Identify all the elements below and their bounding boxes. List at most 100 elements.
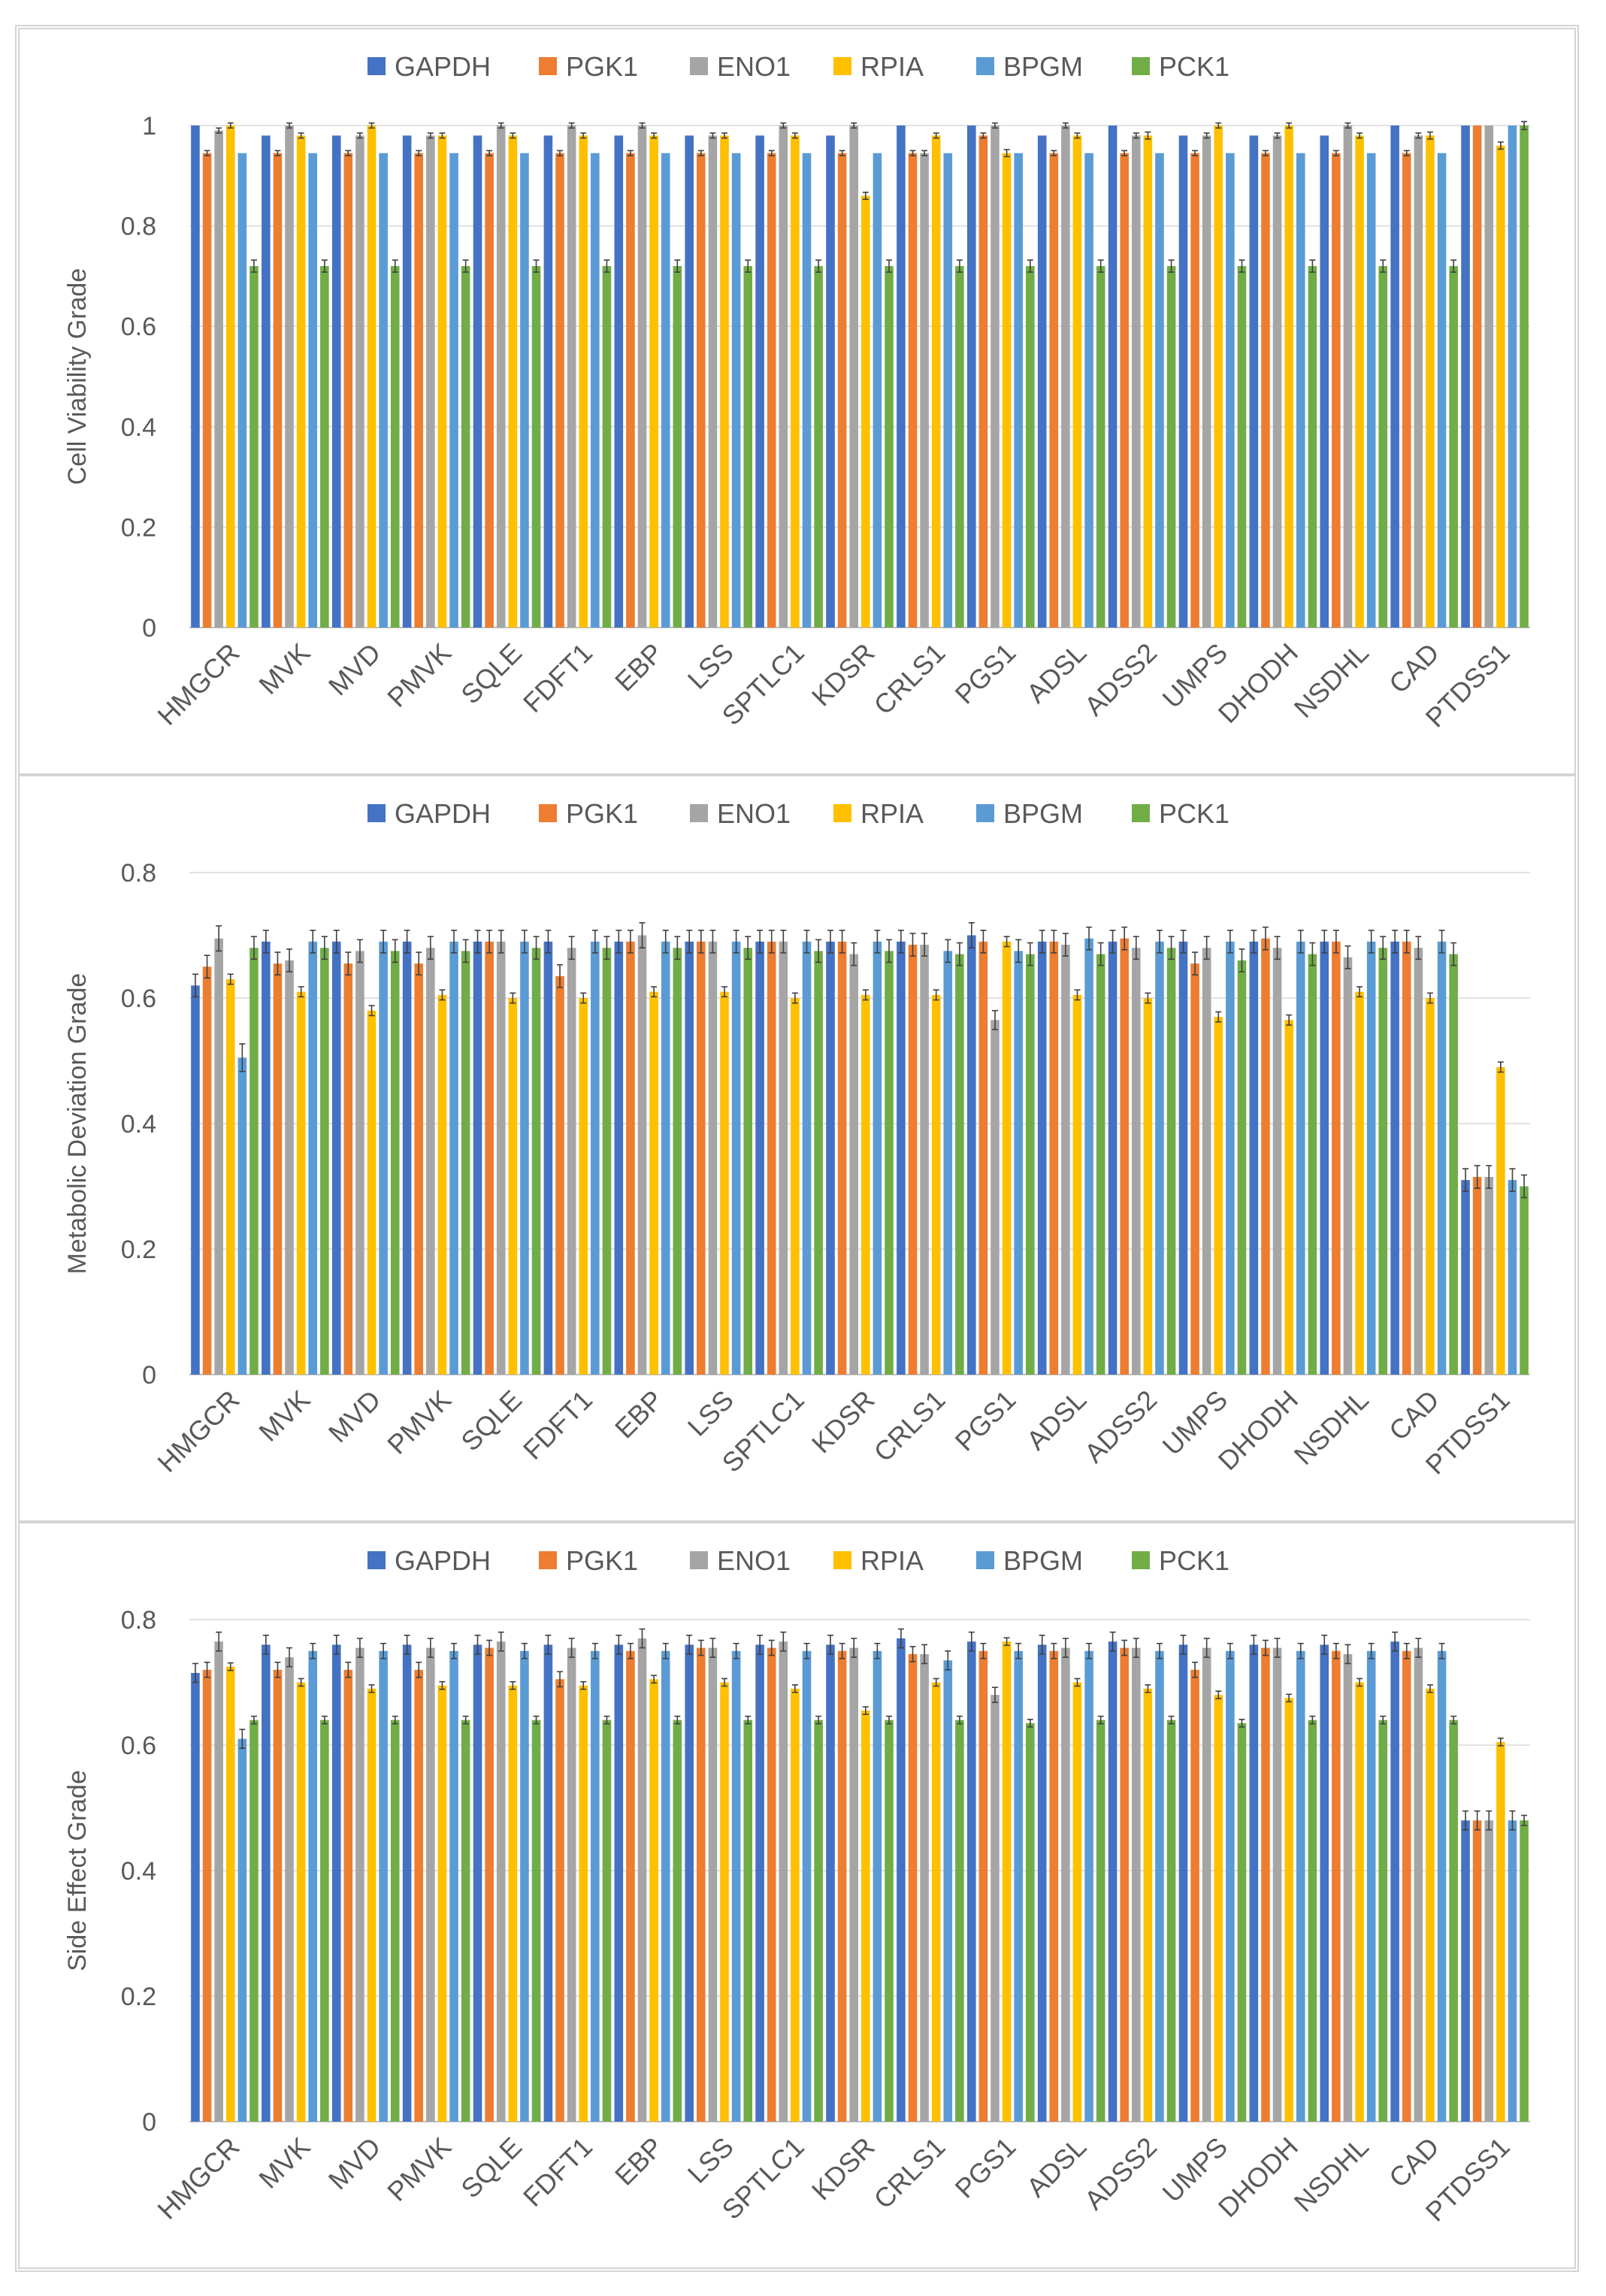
bar-eno1-mvk: [285, 1657, 294, 2122]
legend-label: PCK1: [1159, 1545, 1229, 1576]
bar-pgk1-sptlc1: [767, 941, 776, 1375]
bar-pck1-lss: [743, 266, 753, 628]
bar-rpia-kdsr: [861, 195, 870, 628]
error-bar: [956, 1715, 963, 1725]
bar-pck1-adss2: [1166, 1720, 1176, 2122]
legend-label: GAPDH: [395, 798, 491, 829]
error-bar: [310, 1642, 316, 1659]
bar-eno1-adsl: [1061, 945, 1070, 1375]
bar-eno1-pgs1: [991, 1695, 1000, 2122]
error-bar: [1521, 1814, 1528, 1826]
bar-eno1-ptdss1: [1484, 1176, 1494, 1375]
bar-rpia-cad: [1426, 1688, 1435, 2122]
error-bar: [345, 150, 352, 156]
error-bar: [1309, 259, 1316, 273]
error-bar: [1486, 1810, 1493, 1831]
error-bar: [1486, 1165, 1493, 1189]
error-bar: [416, 150, 422, 156]
bar-gapdh-adsl: [1037, 941, 1047, 1375]
error-bar: [286, 948, 293, 973]
bar-gapdh-ebp: [614, 941, 624, 1375]
error-bar: [1051, 150, 1057, 156]
bar-eno1-lss: [708, 135, 718, 628]
bar-bpgm-crls1: [943, 1660, 953, 2122]
bar-gapdh-kdsr: [826, 1644, 835, 2122]
bar-gapdh-hmgcr: [191, 985, 200, 1375]
bar-pck1-sptlc1: [814, 266, 823, 628]
legend-swatch: [833, 804, 851, 822]
bar-pck1-sqle: [531, 948, 541, 1375]
legend-item-bpgm: BPGM: [976, 798, 1083, 829]
error-bar: [1051, 930, 1057, 954]
x-tick-label-adss2: ADSS2: [1078, 637, 1163, 721]
error-bar: [721, 986, 728, 998]
error-bar: [639, 122, 646, 129]
error-bar: [1239, 1718, 1245, 1728]
bar-rpia-lss: [720, 1682, 729, 2122]
error-bar: [1168, 936, 1175, 960]
error-bar: [862, 1706, 869, 1715]
bar-gapdh-pmvk: [402, 135, 412, 628]
error-bar: [674, 936, 681, 960]
legend-swatch: [367, 804, 386, 822]
error-bar: [709, 930, 716, 954]
bar-gapdh-ptdss1: [1461, 1180, 1470, 1375]
bar-pgk1-dhodh: [1261, 153, 1270, 628]
metabolic-deviation-chart: 0 0.2 0.4 0.6 0.8 Metabolic Deviation Grade HM…: [18, 775, 1576, 1522]
bar-pgk1-ebp: [626, 153, 635, 628]
error-bar: [1380, 936, 1387, 960]
error-bar: [862, 989, 869, 1001]
error-bar: [345, 1661, 352, 1678]
bar-eno1-dhodh: [1272, 948, 1282, 1375]
error-bar: [921, 1644, 928, 1665]
error-bar: [1074, 132, 1081, 139]
bar-rpia-adss2: [1143, 998, 1153, 1375]
bar-pck1-crls1: [955, 954, 964, 1375]
error-bar: [1062, 933, 1069, 957]
bar-rpia-crls1: [931, 1682, 941, 2122]
error-bar: [451, 930, 458, 954]
error-bar: [580, 132, 587, 139]
bar-eno1-crls1: [920, 153, 929, 628]
legend-item-rpia: RPIA: [833, 51, 924, 82]
error-bar: [462, 939, 469, 963]
legend-item-gapdh: GAPDH: [367, 798, 491, 829]
error-bar: [1074, 989, 1081, 1001]
error-bar: [1274, 132, 1281, 139]
bar-bpgm-kdsr: [873, 1650, 882, 2122]
bar-rpia-adsl: [1072, 994, 1082, 1375]
bar-rpia-fdft1: [579, 1685, 588, 2122]
bar-bpgm-mvk: [308, 153, 318, 628]
bar-rpia-dhodh: [1284, 1698, 1293, 2122]
bar-bpgm-hmgcr: [237, 1057, 247, 1375]
bar-pgk1-crls1: [908, 153, 918, 628]
x-tick-label-pgs1: PGS1: [949, 1384, 1022, 1457]
error-bar: [1051, 1642, 1057, 1659]
bar-gapdh-umps: [1178, 135, 1188, 628]
error-bar: [1203, 1638, 1210, 1658]
bar-gapdh-crls1: [897, 941, 906, 1375]
bar-bpgm-pgs1: [1014, 951, 1023, 1375]
error-bar: [815, 939, 822, 963]
error-bar: [1074, 1677, 1081, 1687]
error-bar: [615, 930, 622, 954]
bar-eno1-mvk: [285, 960, 294, 1375]
bar-gapdh-sptlc1: [755, 135, 764, 628]
bar-gapdh-pmvk: [402, 941, 412, 1375]
error-bar: [909, 933, 916, 957]
error-bar: [1286, 122, 1293, 129]
side-effect-chart: 0 0.2 0.4 0.6 0.8 Side Effect Grade HMGCR MVK MV…: [18, 1522, 1576, 2269]
error-bar: [639, 1628, 646, 1649]
bar-pgk1-fdft1: [555, 976, 564, 1375]
bar-rpia-adss2: [1143, 135, 1153, 628]
bar-rpia-cad: [1426, 998, 1435, 1375]
bar-pgk1-pgs1: [978, 941, 988, 1375]
x-tick-label-mvk: MVK: [253, 2131, 316, 2195]
bar-rpia-sqle: [508, 998, 518, 1375]
bar-pgk1-nsdhl: [1332, 1650, 1341, 2122]
error-bar: [1356, 1677, 1363, 1687]
error-bar: [1168, 259, 1175, 273]
bar-eno1-adss2: [1131, 1647, 1141, 2122]
bar-pck1-mvk: [320, 1720, 329, 2122]
bar-gapdh-mvd: [331, 1644, 341, 2122]
